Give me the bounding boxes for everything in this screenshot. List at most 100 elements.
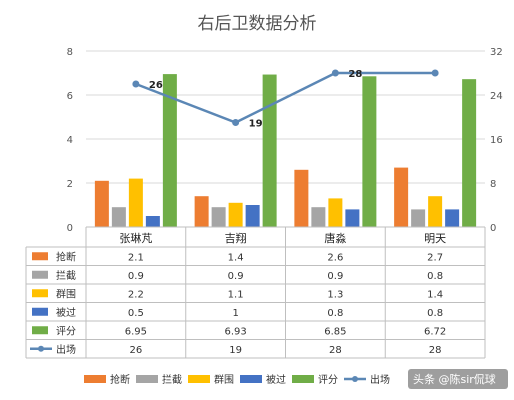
table-legend-key-4 bbox=[32, 326, 48, 335]
bar-1-2 bbox=[311, 207, 326, 227]
category-label-2: 唐淼 bbox=[324, 231, 346, 245]
table-cell-4-3: 6.72 bbox=[424, 326, 446, 337]
bar-4-2 bbox=[362, 76, 377, 227]
table-row-label-1: 拦截 bbox=[56, 269, 76, 282]
table-cell-5-3: 28 bbox=[429, 345, 442, 356]
category-label-3: 明天 bbox=[424, 232, 446, 245]
bar-0-3 bbox=[394, 167, 409, 227]
table-cell-2-2: 1.3 bbox=[327, 289, 343, 300]
y-left-tick-label: 4 bbox=[67, 135, 73, 146]
bar-4-3 bbox=[462, 79, 477, 227]
y-axis-left: 0 2 4 6 8 bbox=[67, 47, 73, 234]
table-row-label-2: 群围 bbox=[56, 287, 76, 300]
bar-2-2 bbox=[328, 198, 343, 227]
bar-3-1 bbox=[245, 205, 260, 227]
table-cell-1-3: 0.8 bbox=[427, 271, 443, 282]
legend-key-3 bbox=[240, 375, 262, 383]
watermark-text: 头条 @陈sir侃球 bbox=[413, 372, 496, 386]
line-data-label-1: 19 bbox=[249, 119, 263, 130]
table-legend-key-2 bbox=[32, 289, 48, 298]
bar-2-1 bbox=[228, 202, 243, 227]
line-data-label-2: 28 bbox=[348, 69, 362, 80]
table-row-label-5: 出场 bbox=[56, 343, 76, 356]
bar-1-3 bbox=[411, 209, 426, 227]
bar-2-0 bbox=[128, 178, 143, 227]
legend-label-0: 抢断 bbox=[110, 373, 130, 386]
watermark-background bbox=[408, 369, 508, 389]
y-left-tick-label: 8 bbox=[67, 47, 73, 58]
bar-1-1 bbox=[211, 207, 226, 227]
bar-3-3 bbox=[445, 209, 460, 227]
legend-label-3: 被过 bbox=[266, 373, 286, 386]
table-cell-3-0: 0.5 bbox=[128, 308, 144, 319]
bar-4-1 bbox=[262, 74, 277, 227]
legend-key-1 bbox=[136, 375, 158, 383]
table-cell-1-2: 0.9 bbox=[327, 271, 343, 282]
table-legend-key-1 bbox=[32, 270, 48, 279]
line-point-0 bbox=[132, 80, 140, 88]
table-cell-4-2: 6.85 bbox=[324, 326, 346, 337]
bar-2-3 bbox=[428, 196, 443, 227]
table-cell-0-3: 2.7 bbox=[427, 252, 443, 263]
category-label-1: 吉翔 bbox=[225, 231, 247, 245]
bar-3-0 bbox=[145, 216, 160, 227]
table-cell-5-2: 28 bbox=[329, 345, 342, 356]
table-cell-0-2: 2.6 bbox=[327, 252, 343, 263]
table-cell-5-0: 26 bbox=[130, 345, 143, 356]
category-label-0: 张琳芃 bbox=[119, 231, 152, 245]
line-point-1 bbox=[232, 119, 240, 126]
bar-0-0 bbox=[94, 180, 109, 227]
grid-lines bbox=[86, 50, 485, 184]
legend-key-5 bbox=[352, 376, 358, 382]
legend: 抢断 拦截 群围 被过 评分 出场 bbox=[84, 373, 390, 386]
bar-0-2 bbox=[294, 169, 309, 227]
y-left-tick-label: 0 bbox=[67, 223, 73, 234]
chart-title: 右后卫数据分析 bbox=[198, 14, 317, 34]
bar-4-0 bbox=[162, 74, 177, 227]
bar-1-0 bbox=[111, 207, 126, 227]
legend-key-2 bbox=[188, 375, 210, 383]
line-point-3 bbox=[431, 69, 439, 77]
table-cell-4-1: 6.93 bbox=[224, 326, 246, 337]
table-cell-0-0: 2.1 bbox=[128, 252, 144, 263]
table-cell-2-3: 1.4 bbox=[427, 289, 443, 300]
table-cell-1-0: 0.9 bbox=[128, 271, 144, 282]
legend-label-4: 评分 bbox=[318, 374, 338, 386]
table-legend-key-3 bbox=[32, 307, 48, 316]
table-legend-key-5 bbox=[38, 345, 44, 352]
y-axis-right: 0 8 16 24 32 bbox=[490, 47, 503, 234]
y-left-tick-label: 2 bbox=[67, 179, 73, 190]
y-left-tick-label: 6 bbox=[67, 91, 73, 102]
legend-key-4 bbox=[292, 375, 314, 383]
y-right-tick-label: 8 bbox=[490, 179, 496, 190]
line-data-label-0: 26 bbox=[149, 80, 163, 91]
bar-0-1 bbox=[194, 196, 209, 227]
table-cell-3-3: 0.8 bbox=[427, 308, 443, 319]
table-legend-key-0 bbox=[32, 252, 48, 261]
legend-label-2: 群围 bbox=[214, 373, 234, 386]
table-row-label-0: 抢断 bbox=[56, 250, 76, 263]
table-cell-5-1: 19 bbox=[229, 345, 242, 356]
table-row-label-3: 被过 bbox=[56, 306, 76, 319]
y-right-tick-label: 32 bbox=[490, 47, 503, 58]
watermark: 头条 @陈sir侃球 bbox=[408, 369, 508, 389]
line-path bbox=[135, 71, 436, 124]
table-row-label-4: 评分 bbox=[56, 325, 76, 337]
table-cell-1-1: 0.9 bbox=[228, 271, 244, 282]
y-right-tick-label: 0 bbox=[490, 223, 496, 234]
bar-3-2 bbox=[345, 209, 360, 227]
legend-label-5: 出场 bbox=[370, 373, 390, 386]
legend-key-0 bbox=[84, 375, 106, 383]
table-cell-2-0: 2.2 bbox=[128, 289, 144, 300]
table-cell-2-1: 1.1 bbox=[228, 289, 244, 300]
table-cell-3-1: 1 bbox=[232, 308, 238, 319]
bar-marks bbox=[94, 74, 477, 227]
y-right-tick-label: 16 bbox=[490, 135, 503, 146]
table-cell-3-2: 0.8 bbox=[327, 308, 343, 319]
line-point-2 bbox=[331, 69, 339, 77]
table-cell-4-0: 6.95 bbox=[125, 326, 147, 337]
y-right-tick-label: 24 bbox=[490, 91, 503, 102]
